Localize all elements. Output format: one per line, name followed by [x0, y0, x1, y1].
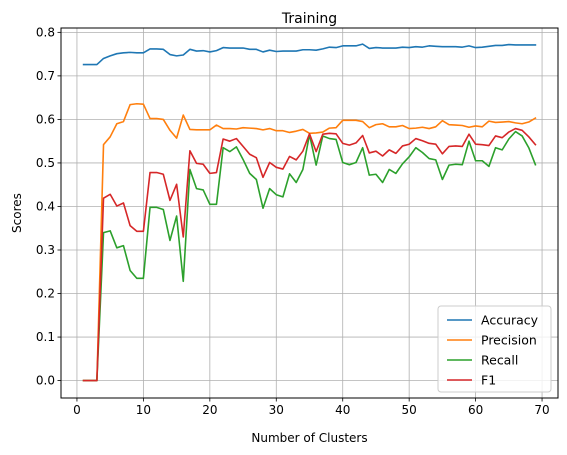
x-tick-label: 70 — [534, 403, 549, 417]
y-axis-ticks: 0.0 0.1 0.2 0.3 0.4 0.5 0.6 0.7 0.8 — [36, 25, 61, 388]
y-tick-label: 0.0 — [36, 374, 55, 388]
x-tick-label: 60 — [468, 403, 483, 417]
y-tick-label: 0.3 — [36, 243, 55, 257]
legend-box — [437, 305, 552, 393]
chart-title: Training — [281, 11, 337, 27]
x-tick-label: 10 — [136, 403, 151, 417]
grid — [61, 28, 558, 398]
y-tick-label: 0.4 — [36, 199, 55, 213]
x-axis-ticks: 0 10 20 30 40 50 60 70 — [73, 398, 550, 417]
x-axis-label: Number of Clusters — [251, 431, 367, 445]
y-tick-label: 0.8 — [36, 25, 55, 39]
y-tick-label: 0.2 — [36, 287, 55, 301]
legend-label-f1: F1 — [481, 373, 496, 388]
y-axis-label: Scores — [10, 193, 24, 233]
x-tick-label: 30 — [269, 403, 284, 417]
legend-label-accuracy: Accuracy — [481, 313, 539, 328]
legend-label-precision: Precision — [481, 333, 537, 348]
series-lines — [82, 43, 537, 382]
y-tick-label: 0.5 — [36, 156, 55, 170]
legend: Accuracy Precision Recall F1 — [437, 305, 552, 393]
plot-frame — [60, 27, 559, 399]
y-tick-label: 0.1 — [36, 330, 55, 344]
y-tick-label: 0.7 — [36, 69, 55, 83]
y-tick-label: 0.6 — [36, 112, 55, 126]
x-tick-label: 40 — [335, 403, 350, 417]
legend-label-recall: Recall — [481, 353, 518, 368]
x-tick-label: 50 — [402, 403, 417, 417]
series-line-accuracy — [82, 43, 537, 66]
x-tick-label: 0 — [73, 403, 81, 417]
x-tick-label: 20 — [202, 403, 217, 417]
series-line-f1 — [82, 127, 537, 382]
